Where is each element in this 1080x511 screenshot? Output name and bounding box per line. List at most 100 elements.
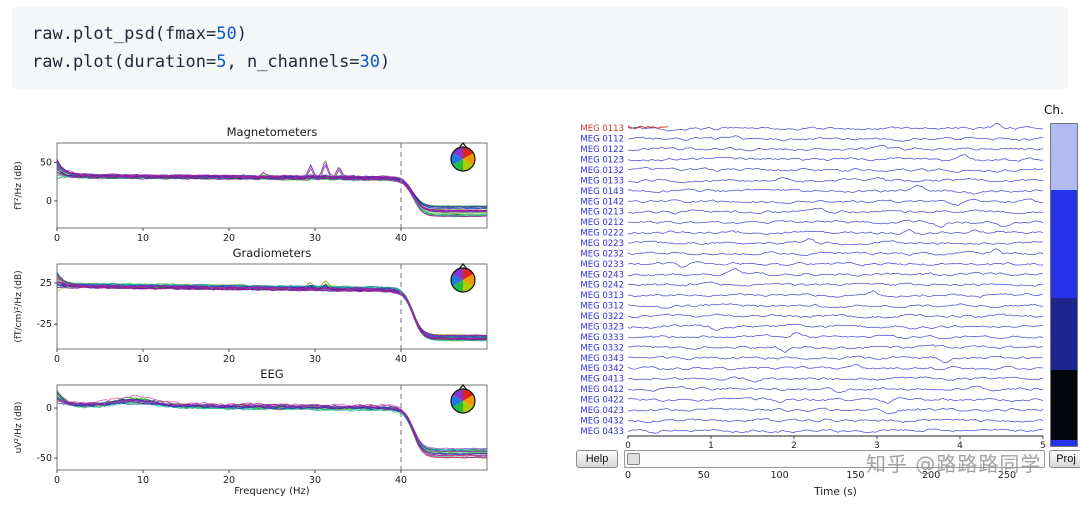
scrollbar-tick-label: 100: [771, 470, 789, 481]
channel-label[interactable]: MEG 0222: [580, 229, 624, 239]
code-number-token: 50: [216, 24, 237, 44]
raw-trace[interactable]: [627, 154, 1043, 162]
channel-label[interactable]: MEG 0212: [580, 218, 624, 228]
raw-trace[interactable]: [627, 248, 1044, 256]
channel-label[interactable]: MEG 0123: [580, 156, 624, 166]
channel-label[interactable]: MEG 0423: [580, 406, 624, 416]
channel-label[interactable]: MEG 0133: [580, 176, 624, 186]
channel-label[interactable]: MEG 0132: [580, 166, 624, 176]
psd-line: [56, 273, 488, 338]
raw-trace[interactable]: [627, 355, 1044, 364]
x-tick-label: 30: [309, 354, 321, 365]
channel-label[interactable]: MEG 0242: [580, 281, 624, 291]
help-button[interactable]: Help: [576, 450, 618, 468]
raw-trace[interactable]: [627, 267, 1044, 277]
raw-trace[interactable]: [627, 198, 1044, 206]
channel-label[interactable]: MEG 0433: [580, 427, 624, 437]
topomap-icon: [450, 388, 476, 414]
raw-trace[interactable]: [627, 418, 1044, 424]
psd-line: [56, 398, 487, 452]
raw-trace[interactable]: [627, 364, 1044, 371]
raw-trace[interactable]: [628, 167, 1044, 173]
raw-trace[interactable]: [627, 397, 1044, 404]
raw-trace[interactable]: [627, 219, 1044, 229]
raw-trace[interactable]: [627, 344, 1044, 353]
y-tick-label: 0: [46, 196, 52, 207]
raw-trace[interactable]: [627, 290, 1044, 298]
code-text-token: ): [380, 52, 391, 72]
channel-label[interactable]: MEG 0342: [580, 364, 624, 374]
channel-label[interactable]: MEG 0223: [580, 239, 624, 249]
psd-line: [56, 286, 488, 337]
raw-trace[interactable]: [627, 144, 1044, 152]
raw-trace[interactable]: [628, 407, 1044, 415]
x-tick-label: 40: [395, 354, 407, 365]
raw-trace[interactable]: [627, 385, 1044, 393]
raw-trace[interactable]: [627, 332, 1044, 339]
channel-label[interactable]: MEG 0332: [580, 343, 624, 353]
plot-title: Gradiometers: [233, 246, 312, 260]
topomap-sector: [463, 274, 476, 286]
raw-trace[interactable]: [627, 376, 1044, 383]
code-text-token: raw.plot(duration=: [32, 52, 217, 72]
time-scrollbar[interactable]: [624, 450, 1045, 468]
channel-label[interactable]: MEG 0323: [580, 322, 624, 332]
raw-trace[interactable]: [627, 207, 1044, 215]
x-axis-label: Frequency (Hz): [234, 486, 310, 497]
raw-trace[interactable]: [627, 261, 1044, 268]
raw-trace[interactable]: [627, 135, 1044, 142]
channel-label[interactable]: MEG 0142: [580, 197, 624, 207]
channel-type-scrollbar[interactable]: [1050, 123, 1078, 447]
channel-type-segment: [1051, 370, 1077, 440]
proj-button[interactable]: Proj: [1049, 450, 1080, 468]
psd-line: [56, 282, 487, 338]
channel-label[interactable]: MEG 0432: [580, 416, 624, 426]
x-tick-label: 0: [54, 475, 60, 486]
raw-trace[interactable]: [627, 229, 1044, 235]
raw-trace[interactable]: [627, 303, 1044, 309]
x-tick-label: 30: [309, 475, 321, 486]
channel-label[interactable]: MEG 0322: [580, 312, 624, 322]
raw-trace[interactable]: [627, 428, 1044, 434]
raw-trace[interactable]: [627, 323, 1044, 331]
channel-label[interactable]: MEG 0422: [580, 395, 624, 405]
scrollbar-tick-label: 200: [922, 470, 940, 481]
channel-label[interactable]: MEG 0232: [580, 249, 624, 259]
raw-trace[interactable]: [627, 122, 1044, 132]
y-tick-label: -50: [36, 453, 52, 464]
time-scrollbar-handle[interactable]: [627, 453, 640, 465]
raw-trace[interactable]: [627, 313, 1044, 319]
channel-type-segment: [1051, 190, 1077, 298]
channel-label[interactable]: MEG 0312: [580, 302, 624, 312]
channel-label[interactable]: MEG 0213: [580, 208, 624, 218]
raw-trace[interactable]: [627, 176, 1044, 184]
raw-trace[interactable]: [627, 238, 1044, 246]
time-tick-label: 1: [708, 441, 714, 451]
channel-label[interactable]: MEG 0113: [580, 124, 624, 134]
channel-label[interactable]: MEG 0122: [580, 145, 624, 155]
channel-label[interactable]: MEG 0143: [580, 187, 624, 197]
time-tick-label: 4: [957, 441, 963, 451]
topomap-sector: [450, 274, 463, 286]
channel-label[interactable]: MEG 0412: [580, 385, 624, 395]
topomap-sector: [450, 153, 463, 165]
psd-figure: 0 10 20 30 40 50 0 Magnetometers fT²/Hz (dB) 0 10 2…: [14, 125, 488, 497]
x-tick-label: 0: [54, 354, 60, 365]
psd-line: [56, 174, 487, 212]
x-tick-label: 10: [137, 475, 149, 486]
raw-trace[interactable]: [627, 281, 1044, 287]
scrollbar-tick-label: 50: [698, 470, 710, 481]
psd-line: [56, 274, 488, 336]
code-text-token: , n_channels=: [226, 52, 360, 72]
channel-label[interactable]: MEG 0413: [580, 375, 624, 385]
channel-label[interactable]: MEG 0233: [580, 260, 624, 270]
raw-trace[interactable]: [627, 184, 1044, 195]
code-number-token: 5: [216, 52, 227, 72]
time-tick-label: 0: [625, 441, 631, 451]
channel-label[interactable]: MEG 0112: [580, 135, 624, 145]
channel-label[interactable]: MEG 0243: [580, 270, 624, 280]
channel-label[interactable]: MEG 0333: [580, 333, 624, 343]
channel-label[interactable]: MEG 0343: [580, 354, 624, 364]
topomap-nose: [458, 384, 468, 391]
channel-label[interactable]: MEG 0313: [580, 291, 624, 301]
